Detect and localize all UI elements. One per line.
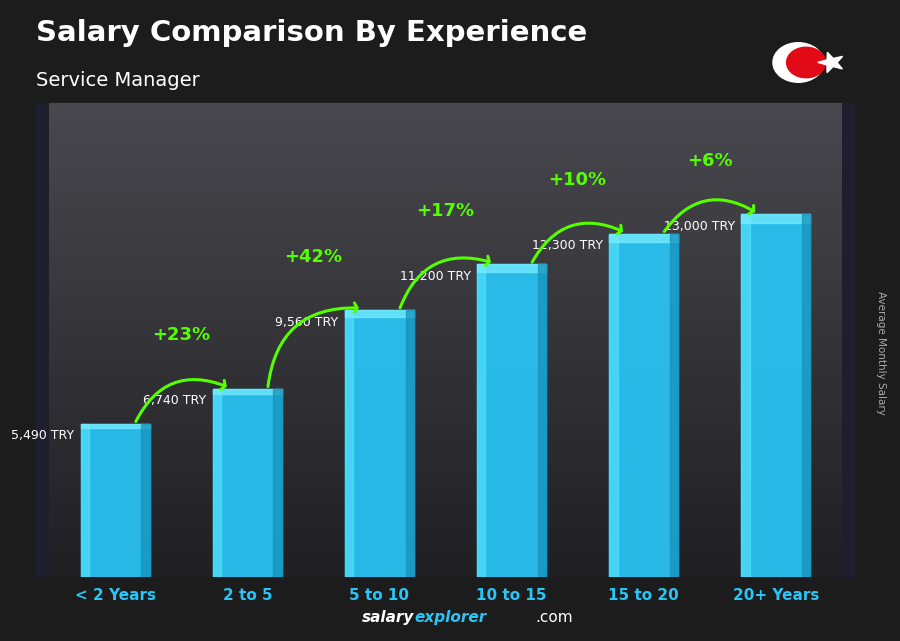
Text: Service Manager: Service Manager [36, 71, 200, 90]
Text: Salary Comparison By Experience: Salary Comparison By Experience [36, 19, 587, 47]
Bar [213, 389, 221, 577]
Text: +10%: +10% [548, 171, 607, 189]
Bar [213, 389, 282, 577]
Bar [141, 424, 149, 577]
Bar [81, 424, 149, 577]
Bar [670, 234, 678, 577]
Bar [345, 310, 354, 577]
Text: +23%: +23% [152, 326, 211, 344]
Text: Average Monthly Salary: Average Monthly Salary [877, 290, 886, 415]
Bar [537, 264, 546, 577]
Text: 5,490 TRY: 5,490 TRY [11, 429, 75, 442]
Text: +17%: +17% [417, 202, 474, 220]
Bar [802, 214, 810, 577]
Text: +42%: +42% [284, 247, 343, 265]
Text: 9,560 TRY: 9,560 TRY [275, 316, 338, 329]
Polygon shape [818, 53, 842, 72]
Text: +6%: +6% [687, 151, 733, 169]
Text: .com: .com [536, 610, 573, 625]
Bar [345, 310, 414, 317]
Text: 6,740 TRY: 6,740 TRY [143, 394, 206, 408]
Text: 12,300 TRY: 12,300 TRY [532, 239, 603, 253]
Bar [477, 264, 546, 272]
Bar [477, 264, 485, 577]
Bar [81, 424, 149, 428]
Bar [742, 214, 810, 577]
Text: salary: salary [362, 610, 414, 625]
Bar [345, 310, 414, 577]
Bar [81, 424, 89, 577]
Bar [274, 389, 282, 577]
Circle shape [787, 47, 825, 78]
Bar [742, 214, 750, 577]
Bar [609, 234, 678, 242]
Text: explorer: explorer [414, 610, 486, 625]
Bar [609, 234, 678, 577]
Bar [609, 234, 617, 577]
Bar [742, 214, 810, 223]
Text: 11,200 TRY: 11,200 TRY [400, 270, 471, 283]
Text: 13,000 TRY: 13,000 TRY [663, 220, 734, 233]
Bar [477, 264, 546, 577]
Circle shape [773, 43, 824, 82]
Bar [213, 389, 282, 394]
Bar [406, 310, 414, 577]
